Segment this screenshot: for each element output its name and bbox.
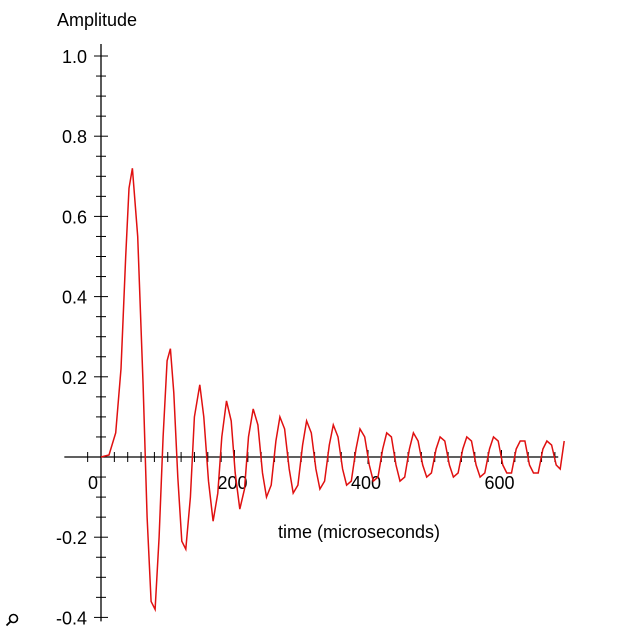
x-axis-label: time (microseconds)	[278, 522, 440, 542]
axes	[64, 43, 559, 622]
y-tick-label: 0.8	[62, 127, 87, 147]
y-tick-label: 0.6	[62, 207, 87, 227]
y-tick-label: -0.2	[56, 528, 87, 548]
y-tick-label: 0.4	[62, 288, 87, 308]
x-tick-label: 200	[218, 473, 248, 493]
series-line	[100, 168, 565, 613]
x-tick-label: 400	[351, 473, 381, 493]
magnifier-icon[interactable]	[4, 612, 20, 628]
tick-labels: 1.0 0.8 0.6 0.4 0.2 -0.2 -0.4 0 200 400 600	[56, 47, 515, 628]
y-tick-label: 0.2	[62, 368, 87, 388]
y-tick-label: 1.0	[62, 47, 87, 67]
x-tick-label: 600	[485, 473, 515, 493]
x-tick-label: 0	[88, 473, 98, 493]
y-axis-label: Amplitude	[57, 10, 137, 30]
y-tick-label: -0.4	[56, 608, 87, 628]
